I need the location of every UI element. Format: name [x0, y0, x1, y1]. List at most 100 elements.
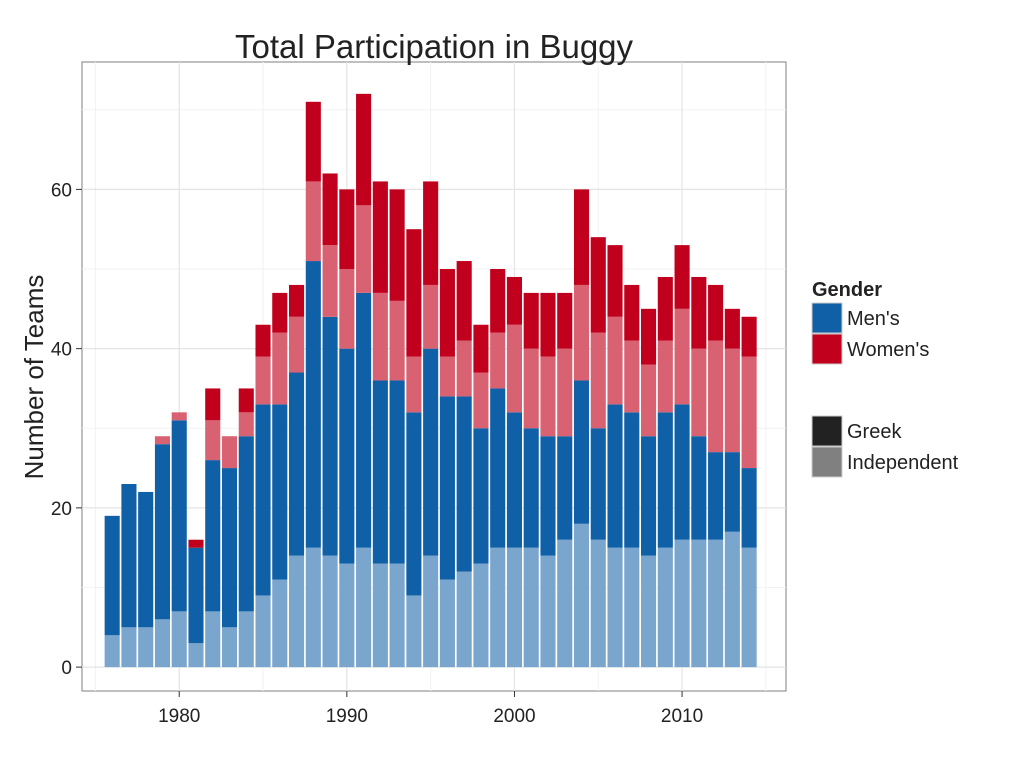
- bar-segment: [708, 539, 724, 668]
- bar-segment: [641, 436, 657, 556]
- bar-segment: [305, 181, 321, 262]
- bar-segment: [657, 547, 673, 668]
- bar-segment: [305, 101, 321, 182]
- bar-segment: [724, 308, 740, 349]
- bar-segment: [506, 276, 522, 325]
- bar-segment: [674, 245, 690, 309]
- y-tick-label: 60: [51, 180, 72, 201]
- bar-segment: [221, 436, 238, 469]
- gender-legend-swatch: [811, 302, 843, 334]
- bar-segment: [473, 372, 489, 429]
- bar-segment: [272, 579, 288, 668]
- bar-segment: [221, 468, 238, 628]
- bar-segment: [691, 539, 707, 668]
- bars: [104, 93, 757, 668]
- bar-segment: [372, 380, 388, 564]
- chart-title: Total Participation in Buggy: [235, 28, 634, 65]
- legend-title: Gender: [812, 279, 882, 301]
- bar-segment: [121, 627, 137, 668]
- bar-segment: [272, 404, 288, 580]
- bar-segment: [456, 571, 472, 668]
- x-tick-label: 2000: [493, 706, 535, 727]
- bar-segment: [557, 436, 573, 540]
- bar-segment: [657, 412, 673, 548]
- bar-segment: [406, 229, 422, 357]
- bar-segment: [473, 563, 489, 668]
- bar-segment: [557, 539, 573, 668]
- bar-segment: [289, 284, 305, 317]
- bar-segment: [372, 181, 388, 293]
- bar-segment: [657, 276, 673, 341]
- bar-segment: [356, 205, 372, 293]
- bar-segment: [238, 611, 254, 668]
- bar-segment: [104, 515, 120, 636]
- bar-segment: [289, 316, 305, 373]
- bar-segment: [624, 412, 640, 548]
- bar-segment: [557, 348, 573, 437]
- bar-segment: [154, 436, 170, 445]
- bar-segment: [389, 189, 405, 301]
- bar-segment: [607, 316, 623, 405]
- bar-segment: [238, 412, 254, 437]
- bar-segment: [255, 356, 271, 405]
- bar-segment: [372, 292, 388, 381]
- y-tick-label: 20: [51, 499, 72, 520]
- bar-segment: [473, 428, 489, 564]
- bar-segment: [691, 348, 707, 437]
- bar-segment: [289, 372, 305, 556]
- bar-segment: [490, 547, 506, 668]
- bar-segment: [238, 388, 254, 413]
- bar-segment: [255, 595, 271, 668]
- bar-segment: [272, 332, 288, 405]
- bar-segment: [540, 436, 556, 556]
- bar-segment: [490, 332, 506, 389]
- bar-segment: [439, 579, 455, 668]
- bar-segment: [523, 428, 539, 548]
- y-tick-label: 40: [51, 340, 72, 361]
- bar-segment: [188, 547, 204, 644]
- bar-segment: [456, 396, 472, 572]
- bar-segment: [171, 611, 187, 668]
- bar-segment: [389, 563, 405, 668]
- bar-segment: [573, 523, 590, 668]
- gender-legend-swatch: [811, 333, 843, 365]
- bar-segment: [607, 245, 623, 317]
- bar-segment: [641, 364, 657, 437]
- bar-segment: [641, 555, 657, 668]
- type-legend-swatch: [811, 446, 843, 478]
- bar-segment: [607, 404, 623, 548]
- bar-segment: [322, 555, 338, 668]
- bar-segment: [691, 436, 707, 540]
- bar-segment: [272, 292, 288, 333]
- bar-segment: [674, 539, 690, 668]
- bar-segment: [490, 388, 506, 548]
- bar-segment: [540, 356, 556, 437]
- bar-segment: [506, 547, 522, 668]
- bar-segment: [423, 348, 439, 556]
- bar-segment: [741, 468, 757, 548]
- bar-segment: [406, 595, 422, 668]
- bar-segment: [573, 380, 590, 524]
- bar-segment: [138, 491, 154, 628]
- bar-segment: [356, 547, 372, 668]
- bar-segment: [473, 324, 489, 373]
- bar-segment: [188, 643, 204, 668]
- bar-segment: [708, 340, 724, 453]
- bar-segment: [557, 292, 573, 349]
- bar-segment: [573, 284, 590, 381]
- bar-segment: [423, 284, 439, 349]
- bar-segment: [171, 420, 187, 612]
- bar-segment: [372, 563, 388, 668]
- bar-segment: [423, 555, 439, 668]
- bar-segment: [205, 460, 221, 612]
- bar-segment: [356, 292, 372, 548]
- bar-segment: [506, 412, 522, 548]
- bar-segment: [590, 539, 606, 668]
- y-axis-label: Number of Teams: [19, 275, 49, 480]
- bar-segment: [641, 308, 657, 365]
- bar-segment: [406, 412, 422, 596]
- bar-segment: [171, 412, 187, 421]
- bar-segment: [289, 555, 305, 668]
- bar-segment: [724, 452, 740, 532]
